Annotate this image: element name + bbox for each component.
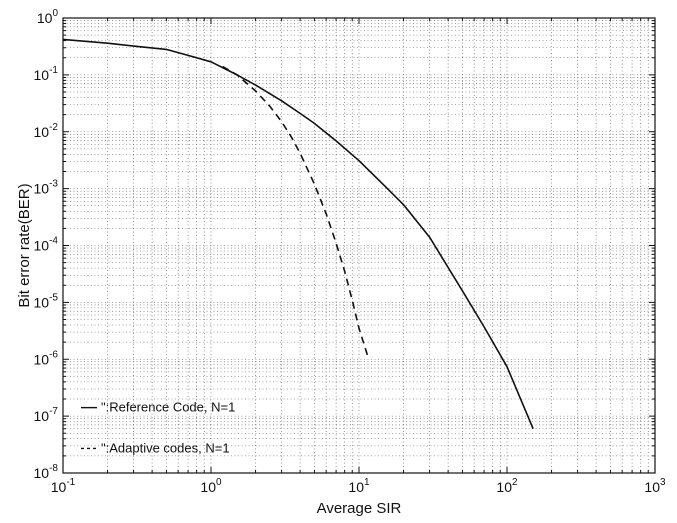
grid (63, 18, 655, 473)
x-tick-exponent: 0 (216, 477, 222, 488)
x-tick-base: 10 (348, 479, 364, 495)
y-tick-label: 10-8 (34, 463, 59, 481)
x-tick-label: 103 (644, 477, 666, 495)
y-tick-base: 10 (34, 465, 50, 481)
series-adaptive-codes (222, 65, 369, 358)
y-tick-exponent: -8 (49, 463, 58, 474)
y-tick-base: 10 (34, 181, 50, 197)
y-tick-label: 10-7 (34, 406, 59, 424)
x-tick-base: 10 (200, 479, 216, 495)
y-tick-exponent: -6 (49, 349, 58, 360)
x-tick-exponent: 3 (660, 477, 666, 488)
x-tick-label: 100 (200, 477, 222, 495)
y-tick-label: 10-4 (34, 236, 59, 254)
x-tick-label: 101 (348, 477, 370, 495)
y-tick-exponent: -3 (49, 179, 58, 190)
y-tick-exponent: 0 (52, 8, 58, 19)
y-tick-base: 10 (34, 124, 50, 140)
series-reference-code (62, 38, 534, 430)
x-tick-exponent: -1 (66, 477, 75, 488)
x-tick-exponent: 2 (512, 477, 518, 488)
y-tick-exponent: -4 (49, 236, 58, 247)
y-tick-label: 100 (37, 8, 59, 26)
x-tick-label: 102 (496, 477, 518, 495)
y-tick-label: 10-1 (34, 65, 59, 83)
legend: ":Reference Code, N=1 ":Adaptive codes, N… (81, 400, 235, 455)
x-tick-base: 10 (51, 479, 67, 495)
y-tick-exponent: -5 (49, 292, 58, 303)
legend-label: ":Reference Code, N=1 (101, 400, 235, 415)
y-tick-label: 10-6 (34, 349, 59, 367)
tick-labels: 10-1 100 101 102 10310010-110-210-310-410-51… (34, 8, 666, 495)
axis-ticks (63, 18, 655, 473)
y-tick-label: 10-5 (34, 292, 59, 310)
y-tick-label: 10-2 (34, 122, 59, 140)
y-tick-base: 10 (34, 408, 50, 424)
legend-label: ":Adaptive codes, N=1 (101, 440, 230, 455)
x-axis-label: Average SIR (317, 500, 402, 517)
x-tick-base: 10 (496, 479, 512, 495)
y-tick-base: 10 (34, 67, 50, 83)
series-group (62, 38, 534, 430)
y-tick-base: 10 (34, 351, 50, 367)
x-tick-base: 10 (644, 479, 660, 495)
x-tick-exponent: 1 (364, 477, 370, 488)
y-tick-base: 10 (34, 238, 50, 254)
y-tick-exponent: -1 (49, 65, 58, 76)
y-tick-base: 10 (37, 10, 53, 26)
y-tick-exponent: -7 (49, 406, 58, 417)
y-axis-label: Bit error rate(BER) (16, 183, 33, 307)
y-tick-exponent: -2 (49, 122, 58, 133)
y-tick-label: 10-3 (34, 179, 59, 197)
y-tick-base: 10 (34, 294, 50, 310)
x-tick-label: 10-1 (51, 477, 76, 495)
